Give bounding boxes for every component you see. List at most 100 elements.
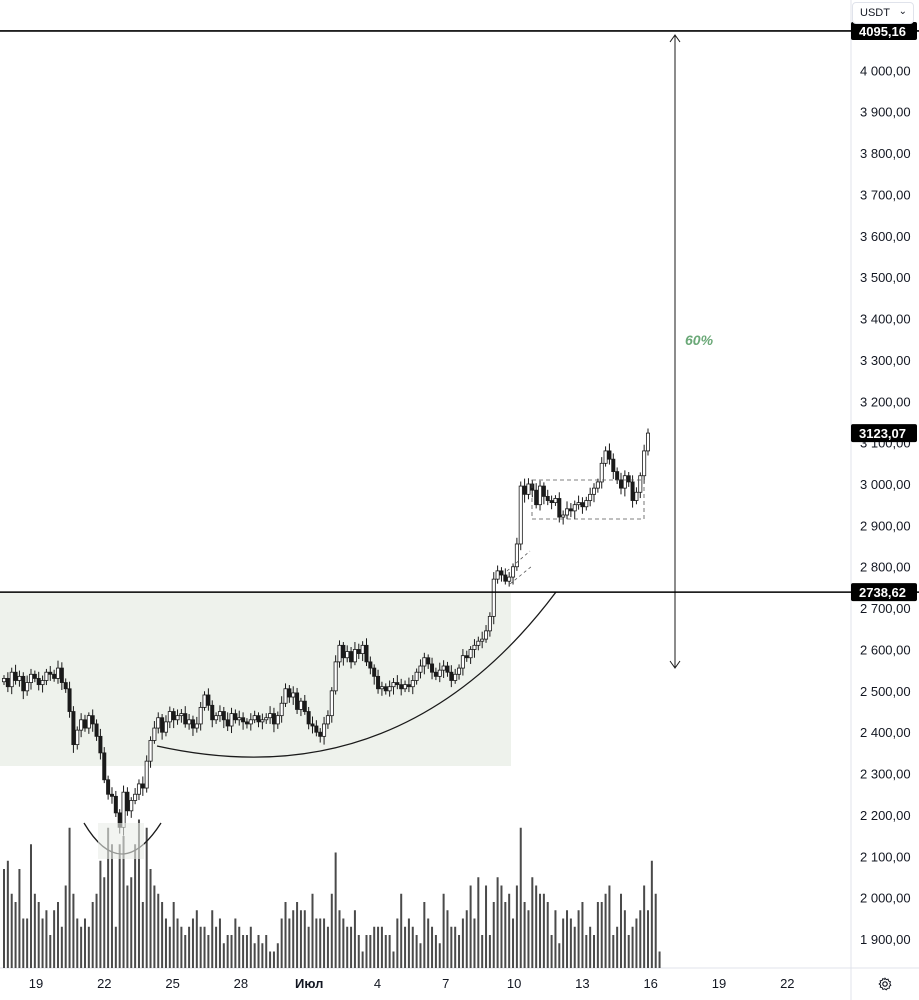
volume-bar xyxy=(504,902,507,968)
candle-up xyxy=(453,673,458,681)
candle-up xyxy=(275,715,280,725)
volume-bar xyxy=(465,910,468,968)
currency-selector[interactable]: USDT ⌄ xyxy=(852,2,914,24)
volume-bar xyxy=(164,918,167,968)
horizontal-levels[interactable] xyxy=(0,30,919,593)
candle-up xyxy=(511,566,516,578)
candle-down xyxy=(256,715,261,723)
y-tick-label: 2 300,00 xyxy=(860,767,911,782)
volume-bar xyxy=(180,926,183,968)
candle-up xyxy=(476,640,481,646)
y-tick-label: 2 600,00 xyxy=(860,642,911,657)
volume-bar xyxy=(357,935,360,968)
candle-up xyxy=(148,740,153,762)
volume-bar xyxy=(373,926,376,968)
candle-up xyxy=(333,661,338,692)
volume-bar xyxy=(242,935,245,968)
volume-bar xyxy=(338,910,341,968)
candle-down xyxy=(52,673,57,679)
candle-down xyxy=(619,479,624,489)
volume-bar xyxy=(589,926,592,968)
volume-bar xyxy=(288,918,291,968)
volume-bar xyxy=(608,885,611,968)
candle-down xyxy=(364,644,369,663)
volume-bar xyxy=(276,943,279,968)
volume-bar xyxy=(446,910,449,968)
candle-up xyxy=(202,694,207,708)
volume-bar xyxy=(508,893,511,968)
volume-bar xyxy=(265,935,268,968)
candle-up xyxy=(152,727,157,741)
volume-bar xyxy=(207,935,210,968)
candle-down xyxy=(534,489,539,506)
candle-up xyxy=(2,678,7,683)
volume-bar xyxy=(350,926,353,968)
volume-bar xyxy=(353,910,356,968)
candle-down xyxy=(549,500,554,504)
volume-bar xyxy=(284,902,287,968)
volume-bar xyxy=(627,935,630,968)
volume-bar xyxy=(319,918,322,968)
candle-down xyxy=(503,574,508,582)
price-axis[interactable]: 1 900,00 2 000,00 2 100,00 2 200,00 2 300,00… xyxy=(860,63,911,947)
y-tick-label: 3 600,00 xyxy=(860,229,911,244)
volume-bar xyxy=(311,893,314,968)
volume-bar xyxy=(334,852,337,968)
volume-bar xyxy=(83,918,86,968)
candle-up xyxy=(198,706,203,725)
candle-up xyxy=(163,721,168,733)
volume-bar xyxy=(72,893,75,968)
candle-up xyxy=(156,717,161,729)
x-tick-label: 19 xyxy=(712,976,726,991)
volume-bar xyxy=(620,893,623,968)
candle-up xyxy=(325,715,330,725)
candle-up xyxy=(472,644,477,650)
volume-bar xyxy=(473,918,476,968)
candle-up xyxy=(622,475,627,489)
x-tick-label: 10 xyxy=(507,976,521,991)
candle-down xyxy=(63,682,68,690)
volume-bar xyxy=(515,885,518,968)
volume-bar xyxy=(377,926,380,968)
candle-up xyxy=(584,500,589,508)
candle-up xyxy=(603,450,608,464)
volume-bar xyxy=(261,943,264,968)
volume-bar xyxy=(137,819,140,968)
currency-label: USDT xyxy=(860,7,890,19)
candle-up xyxy=(638,475,643,493)
x-tick-label: 25 xyxy=(165,976,179,991)
y-tick-label: 2 200,00 xyxy=(860,808,911,823)
candle-down xyxy=(449,671,454,681)
volume-bar xyxy=(218,918,221,968)
level-price-label: 4095,16 xyxy=(859,24,906,39)
candle-down xyxy=(372,667,377,677)
price-tags: 4095,16 2738,62 3123,07 xyxy=(851,21,917,602)
chevron-down-icon: ⌄ xyxy=(898,6,907,17)
volume-bar xyxy=(427,918,430,968)
y-tick-label: 2 000,00 xyxy=(860,891,911,906)
volume-bar xyxy=(485,885,488,968)
time-axis[interactable]: 19 22 25 28 Июл 4 7 10 13 16 19 22 xyxy=(29,976,795,991)
volume-bar xyxy=(566,910,569,968)
volume-bar xyxy=(91,902,94,968)
volume-bar xyxy=(64,885,67,968)
candle-down xyxy=(406,684,411,688)
y-tick-label: 2 500,00 xyxy=(860,684,911,699)
volume-bar xyxy=(431,926,434,968)
candle-up xyxy=(379,686,384,690)
volume-bar xyxy=(519,827,522,968)
candle-up xyxy=(75,729,80,746)
y-tick-label: 2 700,00 xyxy=(860,601,911,616)
candle-up xyxy=(268,713,273,719)
candle-down xyxy=(244,721,249,725)
candle-up xyxy=(279,702,284,717)
candle-up xyxy=(595,481,600,489)
accumulation-zone xyxy=(0,592,511,766)
volume-bar xyxy=(365,935,368,968)
candle-up xyxy=(538,485,543,506)
volume-bar xyxy=(361,951,364,968)
volume-bar xyxy=(596,902,599,968)
volume-bar xyxy=(292,910,295,968)
settings-button[interactable] xyxy=(872,973,898,995)
